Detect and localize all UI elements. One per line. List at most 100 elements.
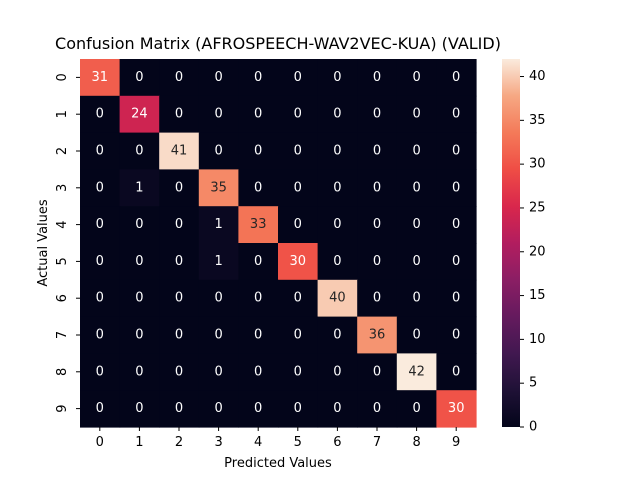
cell-value-label: 33 — [250, 217, 267, 232]
colorbar — [502, 59, 520, 427]
cell-value-label: 0 — [373, 70, 381, 85]
y-axis-label: Actual Values — [36, 199, 51, 287]
cell-value-label: 0 — [175, 328, 183, 343]
cell-value-label: 0 — [175, 254, 183, 269]
heatmap-cell — [436, 316, 477, 354]
heatmap-cell — [238, 390, 279, 428]
cell-value-label: 0 — [175, 291, 183, 306]
cell-value-label: 35 — [210, 180, 227, 195]
x-axis-ticks: 0 1 2 3 4 5 6 7 8 9 — [96, 427, 460, 450]
y-tick-label: 1 — [55, 110, 70, 118]
y-tick-label: 5 — [55, 257, 70, 265]
cell-value-label: 0 — [96, 401, 104, 416]
cell-value-label: 0 — [412, 291, 420, 306]
heatmap-cell — [278, 316, 319, 354]
colorbar-tick-label: 35 — [529, 113, 546, 128]
heatmap-cell — [80, 279, 121, 318]
heatmap-cell — [317, 316, 358, 354]
cell-value-label: 30 — [448, 401, 465, 416]
heatmap-cell — [317, 279, 358, 318]
heatmap-cell — [80, 353, 121, 391]
heatmap-cell — [396, 132, 437, 170]
heatmap-cell — [436, 132, 477, 170]
x-tick-label: 6 — [333, 435, 341, 450]
cell-value-label: 0 — [294, 328, 302, 343]
heatmap-cell — [278, 206, 319, 244]
heatmap-cell — [357, 316, 398, 354]
cell-value-label: 0 — [333, 254, 341, 269]
heatmap-cell — [396, 206, 437, 244]
y-tick-label: 8 — [55, 368, 70, 376]
heatmap-cell — [119, 316, 160, 354]
cell-value-label: 1 — [214, 254, 222, 269]
cell-value-label: 0 — [373, 107, 381, 122]
cell-value-label: 0 — [254, 107, 262, 122]
heatmap-cell — [119, 206, 160, 244]
cell-value-label: 0 — [96, 144, 104, 159]
cell-value-label: 0 — [254, 254, 262, 269]
cell-value-label: 0 — [333, 364, 341, 379]
cell-value-label: 0 — [294, 107, 302, 122]
cell-value-label: 0 — [96, 328, 104, 343]
cell-value-label: 0 — [452, 291, 460, 306]
heatmap-cell — [238, 316, 279, 354]
cell-value-label: 0 — [294, 291, 302, 306]
heatmap-cell — [119, 169, 160, 207]
chart-title: Confusion Matrix (AFROSPEECH-WAV2VEC-KUA… — [55, 34, 501, 53]
cell-value-label: 0 — [412, 144, 420, 159]
heatmap-cell — [198, 316, 239, 354]
heatmap-cell — [159, 169, 200, 207]
cell-value-label: 0 — [135, 364, 143, 379]
heatmap-cell — [436, 243, 477, 281]
colorbar-tick-label: 0 — [529, 420, 537, 435]
heatmap-cell — [278, 353, 319, 391]
heatmap-cell — [357, 206, 398, 244]
heatmap-cell — [278, 169, 319, 207]
heatmap-cell — [317, 390, 358, 428]
cell-value-label: 0 — [373, 144, 381, 159]
cell-value-label: 0 — [294, 364, 302, 379]
heatmap-cell — [436, 353, 477, 391]
cell-value-label: 0 — [175, 70, 183, 85]
heatmap-cell — [317, 206, 358, 244]
x-tick-label: 2 — [175, 435, 183, 450]
cell-value-label: 0 — [214, 291, 222, 306]
heatmap-cell — [317, 353, 358, 391]
heatmap-cell — [278, 279, 319, 318]
heatmap-cell — [278, 95, 319, 134]
heatmap-cell — [198, 206, 239, 244]
cell-value-label: 0 — [333, 328, 341, 343]
cell-value-label: 0 — [412, 70, 420, 85]
cell-value-label: 0 — [373, 401, 381, 416]
colorbar-ticks: 0 5 10 15 20 25 30 35 40 — [520, 69, 546, 435]
x-tick-label: 4 — [254, 435, 262, 450]
cell-value-label: 0 — [373, 291, 381, 306]
cell-value-label: 0 — [254, 180, 262, 195]
heatmap-cell — [436, 169, 477, 207]
heatmap-cell — [238, 95, 279, 134]
cell-value-label: 0 — [96, 180, 104, 195]
cell-value-label: 0 — [135, 217, 143, 232]
cell-value-label: 41 — [171, 144, 188, 159]
heatmap-cell — [198, 132, 239, 170]
cell-value-label: 0 — [412, 328, 420, 343]
colorbar-tick-label: 30 — [529, 157, 546, 172]
cell-value-label: 0 — [373, 217, 381, 232]
heatmap-cell — [436, 279, 477, 318]
cell-value-label: 0 — [175, 401, 183, 416]
heatmap-cell — [357, 95, 398, 134]
cell-value-label: 0 — [214, 107, 222, 122]
cell-value-label: 0 — [135, 144, 143, 159]
heatmap-cell — [357, 353, 398, 391]
y-tick-label: 6 — [55, 294, 70, 302]
heatmap-cell — [238, 59, 279, 97]
cell-value-label: 0 — [412, 254, 420, 269]
colorbar-tick-label: 15 — [529, 288, 546, 303]
x-tick-label: 0 — [96, 435, 104, 450]
heatmap-cell — [357, 279, 398, 318]
cell-value-label: 0 — [452, 364, 460, 379]
cell-value-label: 24 — [131, 107, 148, 122]
cell-value-label: 0 — [214, 70, 222, 85]
cell-value-label: 0 — [254, 401, 262, 416]
